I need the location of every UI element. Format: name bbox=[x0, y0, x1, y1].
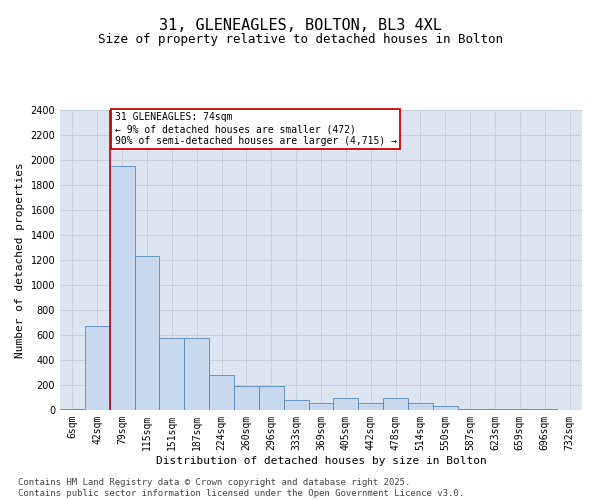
Bar bbox=[209, 375, 234, 410]
Bar bbox=[458, 409, 482, 410]
Bar bbox=[383, 398, 408, 410]
Bar bbox=[134, 256, 160, 410]
Bar bbox=[334, 398, 358, 410]
Bar bbox=[284, 400, 308, 410]
Text: 31 GLENEAGLES: 74sqm
← 9% of detached houses are smaller (472)
90% of semi-detac: 31 GLENEAGLES: 74sqm ← 9% of detached ho… bbox=[115, 112, 397, 146]
Text: Contains HM Land Registry data © Crown copyright and database right 2025.
Contai: Contains HM Land Registry data © Crown c… bbox=[18, 478, 464, 498]
Bar bbox=[408, 403, 433, 410]
Bar bbox=[308, 403, 334, 410]
Bar bbox=[259, 386, 284, 410]
Bar bbox=[110, 166, 134, 410]
Bar bbox=[234, 386, 259, 410]
Bar bbox=[433, 406, 458, 410]
Text: 31, GLENEAGLES, BOLTON, BL3 4XL: 31, GLENEAGLES, BOLTON, BL3 4XL bbox=[158, 18, 442, 32]
Bar bbox=[85, 326, 110, 410]
Text: Size of property relative to detached houses in Bolton: Size of property relative to detached ho… bbox=[97, 32, 503, 46]
Bar bbox=[160, 338, 184, 410]
Bar bbox=[184, 338, 209, 410]
Bar bbox=[358, 403, 383, 410]
X-axis label: Distribution of detached houses by size in Bolton: Distribution of detached houses by size … bbox=[155, 456, 487, 466]
Y-axis label: Number of detached properties: Number of detached properties bbox=[15, 162, 25, 358]
